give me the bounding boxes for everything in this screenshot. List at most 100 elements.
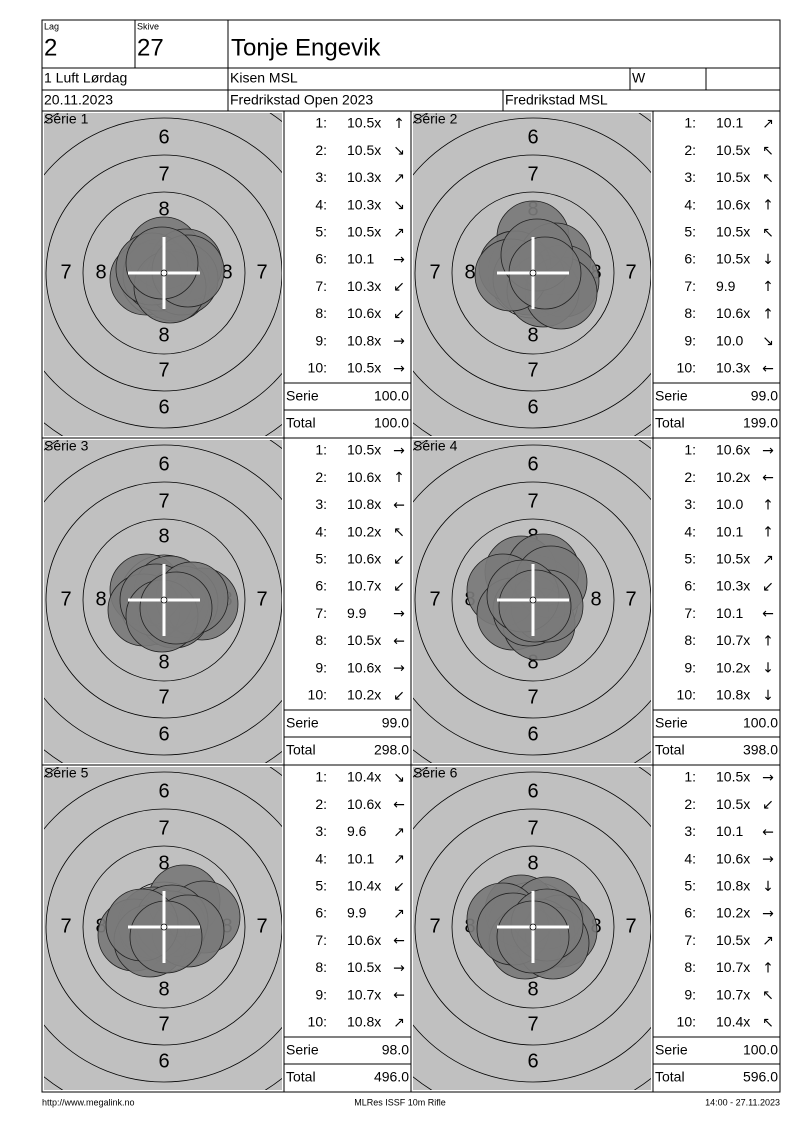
ring-number: 8 bbox=[527, 852, 538, 874]
shot-score: 10.0 bbox=[716, 332, 743, 348]
shot-number: 2: bbox=[315, 469, 327, 485]
shot-direction: ↖ bbox=[762, 1015, 774, 1031]
shot-score: 10.5x bbox=[347, 442, 381, 458]
ring bbox=[82, 191, 246, 355]
ring-number: 6 bbox=[158, 396, 169, 418]
ring-number: 7 bbox=[158, 1013, 169, 1035]
ring-number: 7 bbox=[625, 261, 636, 283]
ring-number: 6 bbox=[158, 1050, 169, 1072]
shot-direction: ↖ bbox=[762, 225, 774, 241]
shot-score: 10.4x bbox=[347, 769, 381, 785]
shot-direction: ↓ bbox=[762, 879, 774, 895]
shot-number: 3: bbox=[315, 169, 327, 185]
ring-number: 8 bbox=[95, 588, 106, 610]
shot-number: 10: bbox=[677, 360, 696, 376]
shot-score: 10.6x bbox=[347, 659, 381, 675]
shot-number: 6: bbox=[315, 251, 327, 267]
ring-number: 7 bbox=[60, 261, 71, 283]
shot-score: 10.1 bbox=[716, 115, 743, 131]
shot-number: 7: bbox=[684, 278, 696, 294]
shot-direction: ↖ bbox=[762, 170, 774, 186]
shot-score: 10.1 bbox=[716, 605, 743, 621]
shot-score: 10.7x bbox=[716, 959, 750, 975]
shot-direction: ↙ bbox=[393, 279, 405, 295]
total-label: Total bbox=[286, 1069, 316, 1085]
header: Lag 2 Skive 27 Tonje Engevik 1 Luft Lørd… bbox=[41, 19, 781, 112]
center-dot bbox=[160, 596, 168, 604]
shot-direction: ← bbox=[393, 797, 405, 813]
shot-direction: ← bbox=[762, 470, 774, 486]
ring-number: 6 bbox=[158, 126, 169, 148]
center-dot bbox=[529, 269, 537, 277]
shot-number: 4: bbox=[315, 850, 327, 866]
footer-program: MLRes ISSF 10m Rifle bbox=[354, 1097, 446, 1107]
shot-number: 3: bbox=[315, 496, 327, 512]
shot-score: 10.3x bbox=[347, 169, 381, 185]
ring-number: 8 bbox=[158, 852, 169, 874]
shot-number: 6: bbox=[315, 578, 327, 594]
ring-number: 7 bbox=[429, 915, 440, 937]
shot-score: 10.1 bbox=[347, 850, 374, 866]
shot-direction: ↗ bbox=[393, 906, 405, 922]
shot-score: 10.1 bbox=[716, 823, 743, 839]
series-title: Série 5 bbox=[44, 765, 89, 781]
serie-label: Serie bbox=[655, 1042, 688, 1058]
shot-number: 8: bbox=[684, 305, 696, 321]
total-score: 496.0 bbox=[374, 1069, 409, 1085]
ring-number: 7 bbox=[158, 490, 169, 512]
class: 1 Luft Lørdag bbox=[44, 70, 127, 86]
shot-score: 10.6x bbox=[716, 305, 750, 321]
shot-number: 8: bbox=[315, 632, 327, 648]
center-dot bbox=[529, 596, 537, 604]
shot-direction: ↑ bbox=[762, 306, 774, 322]
ring-number: 7 bbox=[625, 915, 636, 937]
shot-score: 10.6x bbox=[716, 442, 750, 458]
shot-score: 9.9 bbox=[716, 278, 736, 294]
shot-number: 5: bbox=[684, 551, 696, 567]
ring-number: 7 bbox=[158, 686, 169, 708]
ring-number: 8 bbox=[158, 978, 169, 1000]
shot-direction: ↙ bbox=[393, 879, 405, 895]
ring bbox=[414, 154, 651, 392]
shot-score: 10.4x bbox=[716, 1014, 750, 1030]
shot-direction: ↖ bbox=[393, 525, 405, 541]
ring bbox=[44, 117, 282, 429]
shot-number: 1: bbox=[315, 115, 327, 131]
shot-score: 10.5x bbox=[716, 932, 750, 948]
ring-number: 7 bbox=[256, 588, 267, 610]
shot-number: 6: bbox=[315, 905, 327, 921]
ring-number: 7 bbox=[429, 261, 440, 283]
shot-score: 10.3x bbox=[347, 278, 381, 294]
ring-number: 8 bbox=[527, 324, 538, 346]
shot-number: 9: bbox=[684, 659, 696, 675]
shot-score: 10.5x bbox=[716, 769, 750, 785]
event: Fredrikstad Open 2023 bbox=[230, 92, 373, 108]
shot-score: 10.6x bbox=[347, 551, 381, 567]
shot-number: 8: bbox=[684, 632, 696, 648]
ring-number: 7 bbox=[527, 817, 538, 839]
hit bbox=[498, 569, 572, 643]
series-title: Série 3 bbox=[44, 438, 89, 454]
shot-direction: → bbox=[762, 443, 774, 459]
ring-number: 7 bbox=[429, 588, 440, 610]
center-dot bbox=[160, 923, 168, 931]
shot-direction: ↖ bbox=[762, 143, 774, 159]
serie-label: Serie bbox=[655, 715, 688, 731]
series-blocks: 6 6 7 7 7 7 8 8 8 8 Série 1 1: 10.5x ↑ 2: 10.5x ↘ 3: 10.3x… bbox=[41, 110, 781, 1093]
shot-number: 3: bbox=[315, 823, 327, 839]
ring bbox=[45, 481, 282, 719]
shot-score: 10.5x bbox=[347, 142, 381, 158]
ring bbox=[414, 481, 651, 719]
shot-number: 10: bbox=[677, 687, 696, 703]
shot-number: 2: bbox=[315, 796, 327, 812]
shot-score: 10.5x bbox=[347, 224, 381, 240]
shot-number: 3: bbox=[684, 823, 696, 839]
ring-number: 7 bbox=[625, 588, 636, 610]
ring-number: 7 bbox=[527, 163, 538, 185]
shot-score: 10.6x bbox=[347, 305, 381, 321]
ring-number: 8 bbox=[158, 198, 169, 220]
